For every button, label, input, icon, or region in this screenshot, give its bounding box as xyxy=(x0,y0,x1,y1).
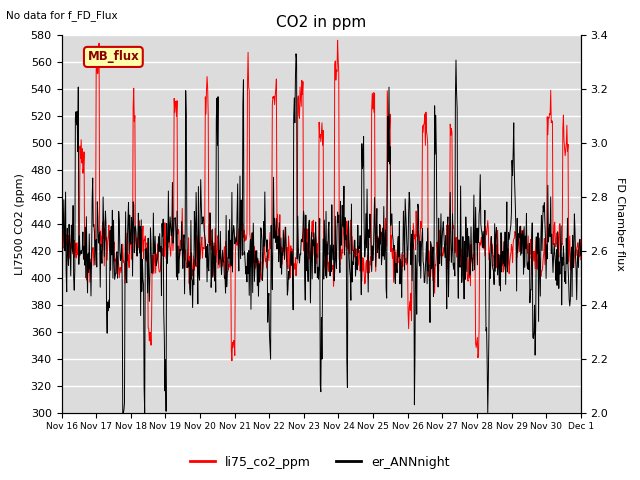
Title: CO2 in ppm: CO2 in ppm xyxy=(276,15,366,30)
Y-axis label: FD Chamber flux: FD Chamber flux xyxy=(615,177,625,271)
Legend: li75_co2_ppm, er_ANNnight: li75_co2_ppm, er_ANNnight xyxy=(186,451,454,474)
Text: MB_flux: MB_flux xyxy=(88,50,140,63)
Y-axis label: LI7500 CO2 (ppm): LI7500 CO2 (ppm) xyxy=(15,173,25,275)
Text: No data for f_FD_Flux: No data for f_FD_Flux xyxy=(6,10,118,21)
